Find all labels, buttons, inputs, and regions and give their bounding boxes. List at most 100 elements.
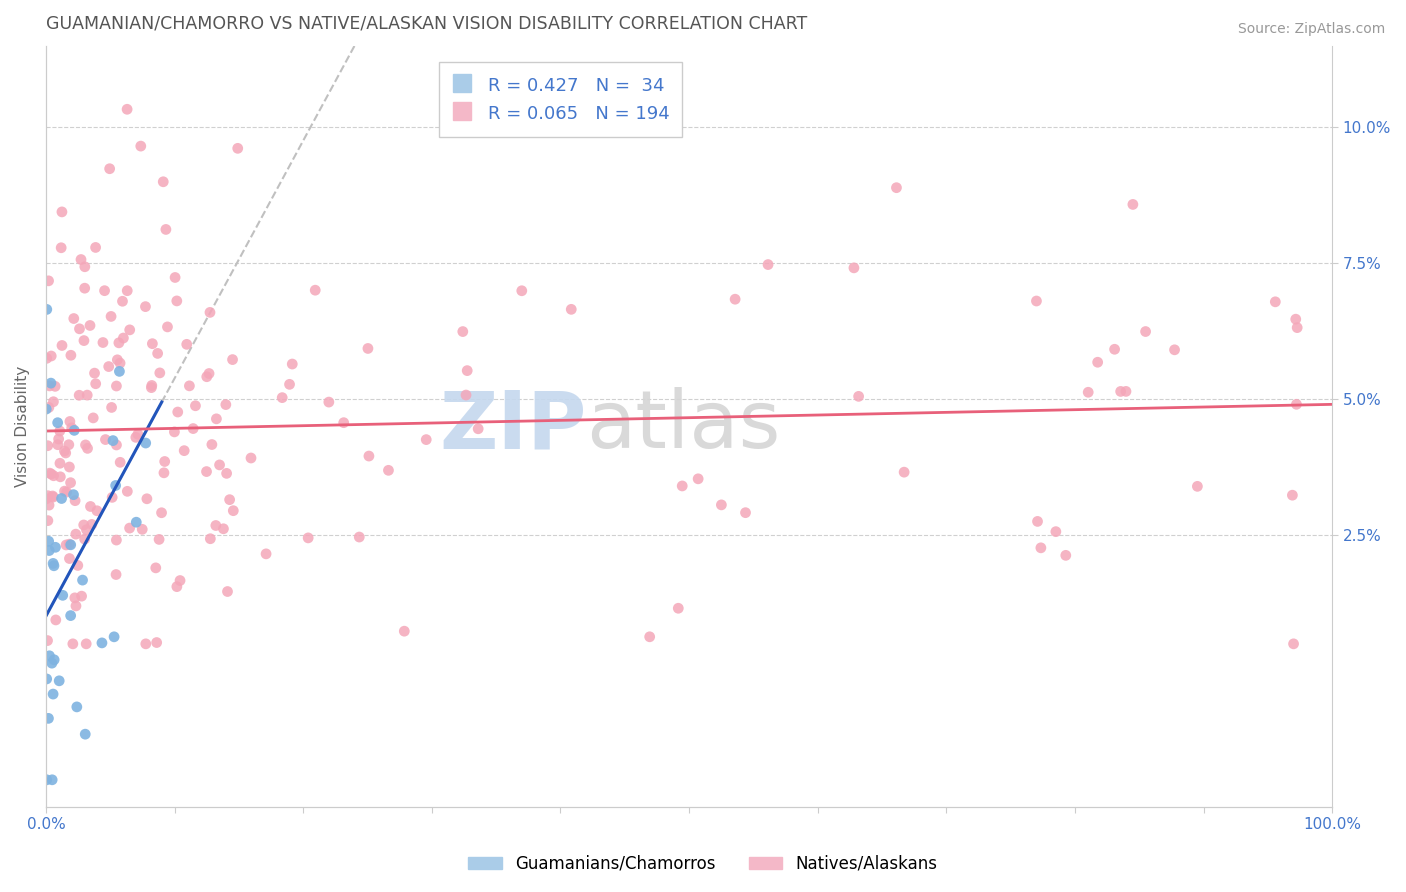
Point bbox=[62, 637, 84, 651]
Point bbox=[179, 379, 201, 393]
Point bbox=[51, 338, 73, 352]
Point bbox=[49, 470, 72, 484]
Point bbox=[208, 458, 231, 472]
Point bbox=[49, 456, 72, 470]
Point bbox=[734, 506, 756, 520]
Point bbox=[195, 465, 218, 479]
Point bbox=[1109, 384, 1132, 399]
Point bbox=[1122, 197, 1144, 211]
Point bbox=[1054, 549, 1077, 563]
Point bbox=[93, 284, 115, 298]
Point bbox=[152, 175, 174, 189]
Point bbox=[48, 432, 70, 446]
Point bbox=[63, 423, 86, 437]
Text: ZIP: ZIP bbox=[439, 387, 586, 466]
Point bbox=[75, 637, 97, 651]
Point bbox=[318, 395, 340, 409]
Point bbox=[135, 436, 157, 450]
Point bbox=[125, 515, 148, 529]
Point bbox=[86, 504, 108, 518]
Point bbox=[456, 363, 478, 377]
Point bbox=[53, 484, 76, 499]
Legend: Guamanians/Chamorros, Natives/Alaskans: Guamanians/Chamorros, Natives/Alaskans bbox=[461, 848, 945, 880]
Point bbox=[1077, 385, 1099, 400]
Point bbox=[184, 399, 207, 413]
Point bbox=[141, 378, 163, 392]
Point bbox=[200, 532, 222, 546]
Point bbox=[46, 416, 69, 430]
Point bbox=[76, 388, 98, 402]
Point bbox=[153, 454, 176, 468]
Point bbox=[217, 584, 239, 599]
Point bbox=[65, 527, 87, 541]
Point bbox=[72, 573, 94, 587]
Point bbox=[454, 388, 477, 402]
Point bbox=[127, 427, 149, 442]
Point bbox=[166, 405, 188, 419]
Point bbox=[304, 283, 326, 297]
Point bbox=[357, 449, 380, 463]
Point bbox=[226, 141, 249, 155]
Point bbox=[1104, 343, 1126, 357]
Point bbox=[1135, 325, 1157, 339]
Point bbox=[73, 260, 96, 274]
Point bbox=[35, 302, 58, 317]
Point bbox=[84, 376, 107, 391]
Point bbox=[58, 460, 80, 475]
Point bbox=[205, 518, 228, 533]
Point bbox=[39, 376, 62, 391]
Point bbox=[76, 442, 98, 456]
Point bbox=[218, 492, 240, 507]
Point bbox=[49, 424, 72, 438]
Point bbox=[42, 687, 65, 701]
Point bbox=[70, 252, 93, 267]
Point bbox=[91, 335, 114, 350]
Point bbox=[42, 490, 65, 504]
Point bbox=[108, 455, 131, 469]
Point bbox=[58, 537, 80, 551]
Point bbox=[94, 433, 117, 447]
Point bbox=[51, 241, 73, 255]
Point bbox=[52, 588, 75, 602]
Point bbox=[131, 522, 153, 536]
Point bbox=[198, 367, 221, 381]
Point bbox=[150, 506, 173, 520]
Point bbox=[103, 630, 125, 644]
Point bbox=[176, 337, 198, 351]
Legend: R = 0.427   N =  34, R = 0.065   N = 194: R = 0.427 N = 34, R = 0.065 N = 194 bbox=[439, 62, 682, 136]
Point bbox=[63, 493, 86, 508]
Point bbox=[62, 311, 84, 326]
Point bbox=[149, 366, 172, 380]
Point bbox=[108, 356, 131, 370]
Y-axis label: Vision Disability: Vision Disability bbox=[15, 366, 30, 487]
Point bbox=[278, 377, 301, 392]
Point bbox=[69, 322, 91, 336]
Point bbox=[1115, 384, 1137, 399]
Point bbox=[58, 551, 80, 566]
Point bbox=[73, 334, 96, 348]
Point bbox=[37, 514, 59, 528]
Point bbox=[38, 401, 60, 415]
Point bbox=[129, 139, 152, 153]
Point bbox=[394, 624, 416, 639]
Point bbox=[38, 498, 60, 512]
Point bbox=[240, 450, 263, 465]
Point bbox=[73, 281, 96, 295]
Point bbox=[37, 711, 59, 725]
Point bbox=[63, 591, 86, 605]
Point bbox=[148, 533, 170, 547]
Point bbox=[688, 472, 710, 486]
Point bbox=[332, 416, 354, 430]
Point bbox=[181, 421, 204, 435]
Point bbox=[135, 491, 157, 506]
Point bbox=[201, 437, 224, 451]
Point bbox=[1264, 294, 1286, 309]
Point bbox=[467, 422, 489, 436]
Point bbox=[76, 523, 98, 537]
Point bbox=[38, 534, 60, 549]
Point bbox=[125, 430, 148, 444]
Point bbox=[115, 103, 138, 117]
Point bbox=[842, 260, 865, 275]
Point bbox=[1045, 524, 1067, 539]
Point bbox=[67, 388, 90, 402]
